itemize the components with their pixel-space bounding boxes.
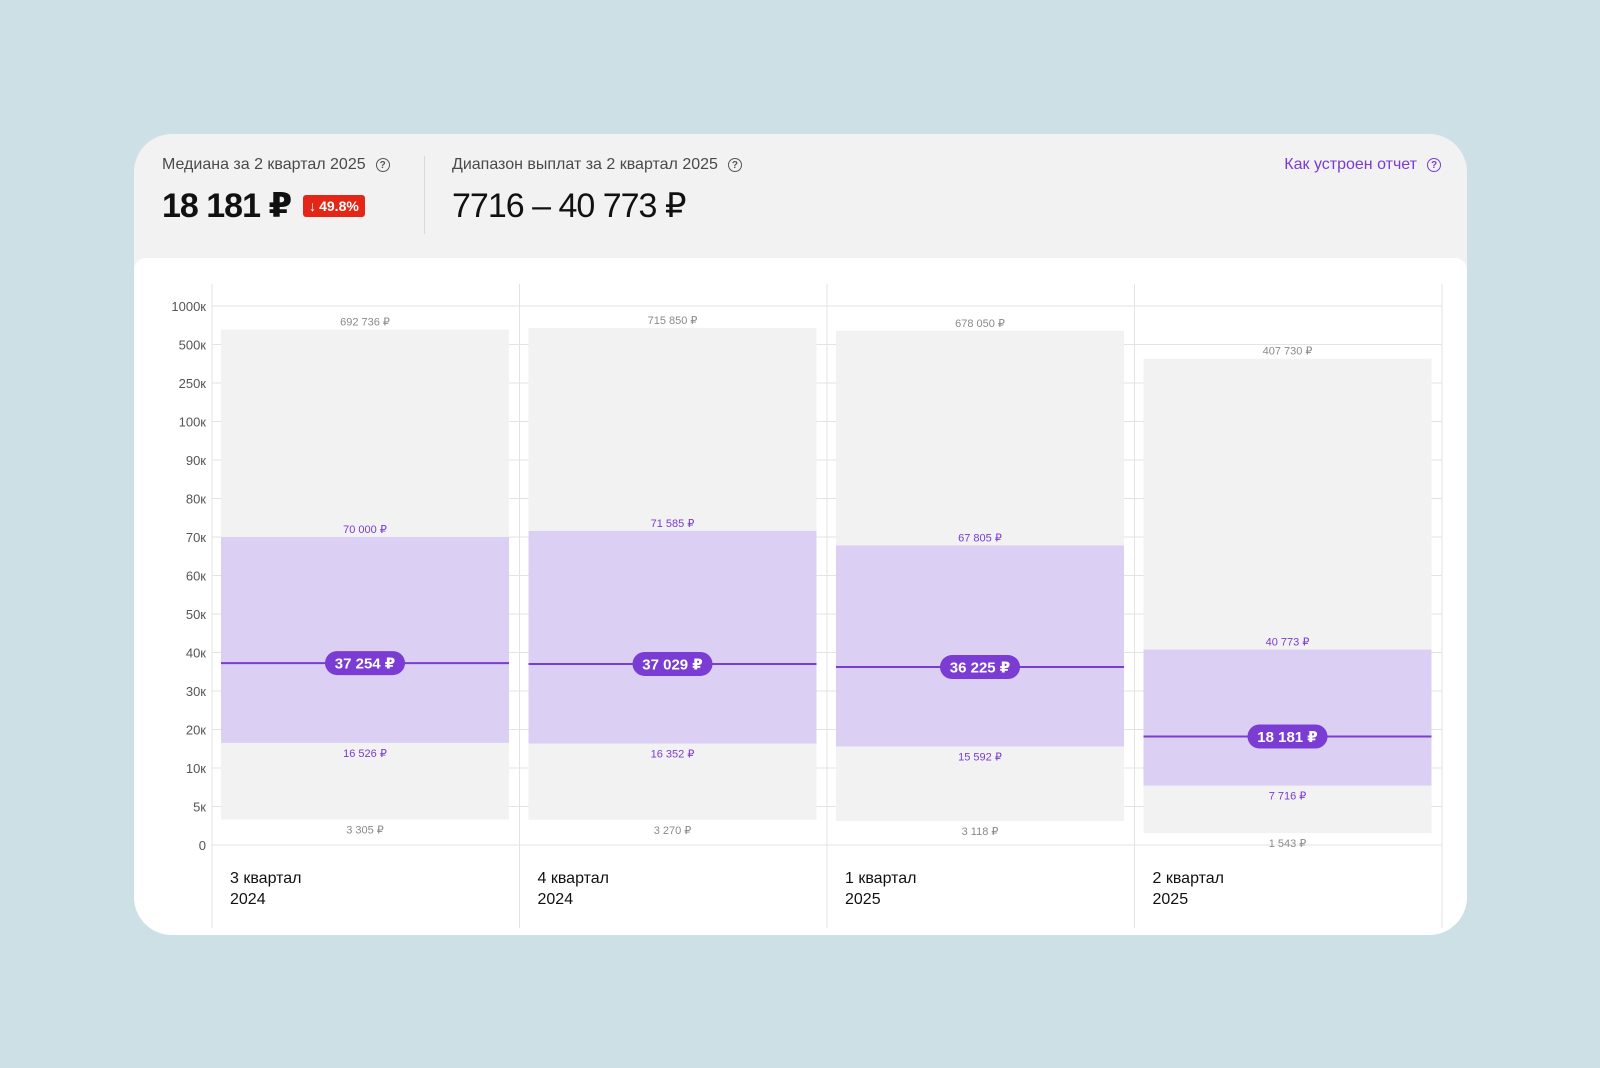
range-stat: Диапазон выплат за 2 квартал 2025 ? 7716…	[452, 156, 742, 226]
help-link-label[interactable]: Как устроен отчет	[1284, 156, 1417, 173]
report-header: Медиана за 2 квартал 2025 ? 18 181 ₽ ↓ 4…	[134, 134, 1467, 258]
q1-label: 16 352 ₽	[651, 749, 695, 761]
q3-label: 67 805 ₽	[958, 532, 1002, 544]
category-year-label: 2025	[845, 891, 881, 908]
category-year-label: 2025	[1153, 891, 1189, 908]
range-value: 7716 – 40 773 ₽	[452, 187, 687, 225]
y-tick-label: 90к	[186, 453, 206, 468]
median-badge	[1247, 724, 1328, 749]
median-value: 18 181 ₽	[162, 187, 292, 225]
median-badge	[632, 651, 713, 676]
y-tick-label: 250к	[179, 376, 207, 391]
median-label: 18 181 ₽	[1257, 729, 1317, 746]
chart-area: 0 5к 10к 20к 30к 40к 50к 60к 70к 80к 90к 100к 250к 50…	[134, 258, 1467, 935]
max-label: 407 730 ₽	[1263, 346, 1313, 358]
range-chart: 0 5к 10к 20к 30к 40к 50к 60к 70к 80к 90к 100к 250к 50…	[171, 284, 1443, 928]
y-tick-label: 30к	[186, 684, 206, 699]
category-label: 1 квартал	[845, 870, 917, 887]
interquartile-bar	[836, 545, 1124, 747]
q3-label: 40 773 ₽	[1266, 637, 1310, 649]
median-label: 37 254 ₽	[335, 656, 395, 673]
arrow-down-icon: ↓	[309, 198, 317, 214]
y-tick-label: 100к	[179, 415, 207, 430]
median-badge	[325, 651, 405, 676]
max-label: 692 736 ₽	[340, 317, 390, 329]
question-icon[interactable]: ?	[1427, 158, 1441, 172]
salary-report-card: Медиана за 2 квартал 2025 ? 18 181 ₽ ↓ 4…	[134, 134, 1467, 935]
header-divider	[424, 156, 425, 234]
change-value: 49.8%	[319, 198, 359, 214]
interquartile-bar	[528, 530, 817, 744]
change-badge: ↓ 49.8%	[303, 195, 365, 217]
q1-label: 7 716 ₽	[1269, 791, 1307, 803]
y-tick-label: 40к	[186, 646, 206, 661]
min-label: 3 118 ₽	[962, 826, 999, 838]
y-tick-label: 0	[199, 838, 206, 853]
min-label: 3 305 ₽	[346, 825, 384, 837]
q3-label: 71 585 ₽	[651, 518, 695, 530]
question-icon[interactable]: ?	[375, 158, 390, 172]
y-tick-label: 20к	[186, 723, 206, 738]
y-tick-label: 50к	[186, 607, 206, 622]
category-label: 2 квартал	[1153, 870, 1225, 887]
report-help-link[interactable]: Как устроен отчет ?	[1284, 156, 1441, 174]
y-tick-label: 70к	[186, 530, 206, 545]
median-label: 37 029 ₽	[642, 656, 702, 673]
y-tick-label: 10к	[186, 761, 206, 776]
median-label: 36 225 ₽	[950, 660, 1010, 677]
category-label: 3 квартал	[230, 870, 302, 887]
category-label: 4 квартал	[538, 870, 610, 887]
interquartile-bar	[221, 537, 509, 743]
min-label: 3 270 ₽	[654, 825, 692, 837]
range-label: Диапазон выплат за 2 квартал 2025	[452, 156, 718, 173]
y-tick-label: 60к	[186, 569, 206, 584]
y-tick-label: 500к	[179, 338, 207, 353]
category-year-label: 2024	[230, 891, 266, 908]
q1-label: 15 592 ₽	[958, 751, 1002, 763]
median-label: Медиана за 2 квартал 2025	[162, 156, 366, 173]
question-icon[interactable]: ?	[727, 158, 742, 172]
interquartile-bar	[1143, 649, 1432, 786]
median-badge	[940, 655, 1020, 680]
q1-label: 16 526 ₽	[343, 748, 387, 760]
y-tick-label: 5к	[193, 800, 206, 815]
max-label: 678 050 ₽	[955, 318, 1005, 330]
category-year-label: 2024	[538, 891, 574, 908]
y-tick-label: 80к	[186, 492, 206, 507]
median-stat: Медиана за 2 квартал 2025 ? 18 181 ₽ ↓ 4…	[162, 156, 390, 226]
q3-label: 70 000 ₽	[343, 524, 387, 536]
min-label: 1 543 ₽	[1269, 838, 1307, 850]
y-tick-label: 1000к	[171, 299, 206, 314]
max-label: 715 850 ₽	[648, 315, 698, 327]
